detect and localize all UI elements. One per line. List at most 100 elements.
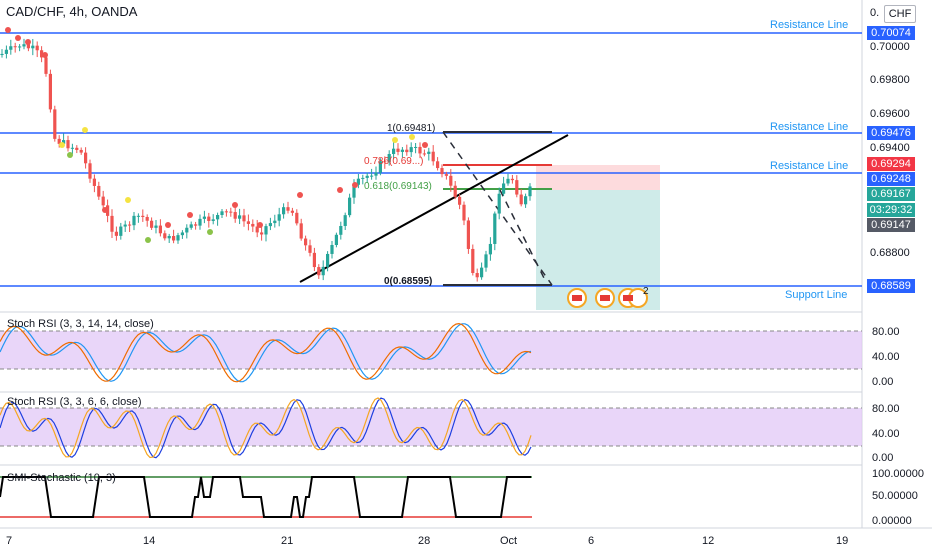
price-tag-069248: 0.69248 [867,172,915,186]
candle-body [220,211,224,216]
candle-body [141,215,145,217]
candle-body [92,178,96,186]
signal-dot [187,212,193,218]
time-label-12: 12 [702,535,714,547]
channel-dashed-line[interactable] [499,189,546,281]
candle-body [458,196,462,205]
signal-dot [125,197,131,203]
candle-body [290,210,294,213]
signal-dot [337,187,343,193]
candle-body [321,266,325,276]
signal-dot [165,222,171,228]
signal-dot [67,152,73,158]
candle-body [510,178,514,181]
candle-body [202,216,206,219]
candle-body [317,267,321,276]
candle-body [9,46,13,50]
symbol-title[interactable]: CAD/CHF, 4h, OANDA [6,4,138,19]
fib-levels[interactable] [443,131,552,286]
candle-body [348,197,352,216]
price-tick-top: 0. [870,7,879,19]
candle-body [110,215,114,232]
candle-body [352,184,356,198]
candle-body [229,211,233,213]
candle-body [488,243,492,255]
fib-label-0786: 0.786(0.69...) [364,156,423,167]
candle-body [242,215,246,222]
signal-markers [5,27,428,243]
signal-dot [59,142,65,148]
candle-body [114,231,118,236]
candle-body [356,178,360,185]
candle-body [31,45,35,49]
signal-dot [257,222,263,228]
candle-body [519,194,523,205]
price-tag-069147: 0.69147 [867,218,915,232]
candle-body [167,235,171,239]
candle-body [26,44,30,49]
trend-line[interactable] [299,134,569,283]
candle-body [75,147,79,150]
price-tag-070074: 0.70074 [867,26,915,40]
price-tag-068589: 0.68589 [867,279,915,293]
candle-body [387,154,391,162]
candle-body [436,161,440,169]
signal-dot [207,229,213,235]
signal-dot [392,137,398,143]
candle-body [216,215,220,220]
candle-body [145,216,149,221]
candle-body [409,147,413,153]
signal-dot [25,39,31,45]
candle-body [123,224,127,227]
fib-label-0618: 0.618(0.69143) [364,181,432,192]
candle-body [484,254,488,268]
candle-body [238,215,242,219]
candle-body [308,245,312,253]
candle-body [400,149,404,152]
signal-dot [409,134,415,140]
candle-body [172,235,176,241]
candle-body [497,193,501,214]
candle-body [339,225,343,235]
candle-body [326,253,330,267]
smi-title[interactable]: SMI-Stochastic (10, 3) [7,472,116,484]
smi-panel[interactable] [0,476,532,518]
candle-body [97,185,101,197]
time-label-21: 21 [281,535,293,547]
candle-body [312,252,316,268]
stoch-rsi-2-panel[interactable] [0,397,862,459]
candle-body [66,140,70,149]
candle-body [40,50,44,58]
horizontal-lines[interactable] [0,32,862,287]
price-tick-070000: 0.70000 [870,41,910,53]
candle-body [462,204,466,221]
candle-body [136,215,140,217]
candle-body [383,161,387,163]
candle-body [44,57,48,74]
candle-body [48,73,52,110]
candle-body [35,45,39,51]
candle-body [493,213,497,244]
stop-loss-zone[interactable] [536,165,660,190]
candle-body [378,161,382,173]
candle-body [84,152,88,164]
fib-label-1: 1(0.69481) [387,123,435,134]
signal-dot [82,127,88,133]
candle-body [251,223,255,227]
candle-body [22,44,26,47]
stoch-rsi-1-panel[interactable] [0,322,862,383]
stoch-rsi-2-title[interactable]: Stoch RSI (3, 3, 6, 6, close) [7,396,142,408]
economic-events[interactable] [567,288,648,308]
candle-body [233,212,237,219]
fib-diagonal[interactable] [442,131,553,286]
candle-body [189,224,193,228]
currency-button[interactable]: CHF [884,5,916,23]
price-tick-069600: 0.69600 [870,108,910,120]
candle-body [273,220,277,224]
signal-dot [5,27,11,33]
candle-body [79,149,83,153]
stoch-rsi-1-title[interactable]: Stoch RSI (3, 3, 14, 14, close) [7,318,154,330]
candle-body [515,180,519,195]
fib-label-0: 0(0.68595) [384,276,432,287]
